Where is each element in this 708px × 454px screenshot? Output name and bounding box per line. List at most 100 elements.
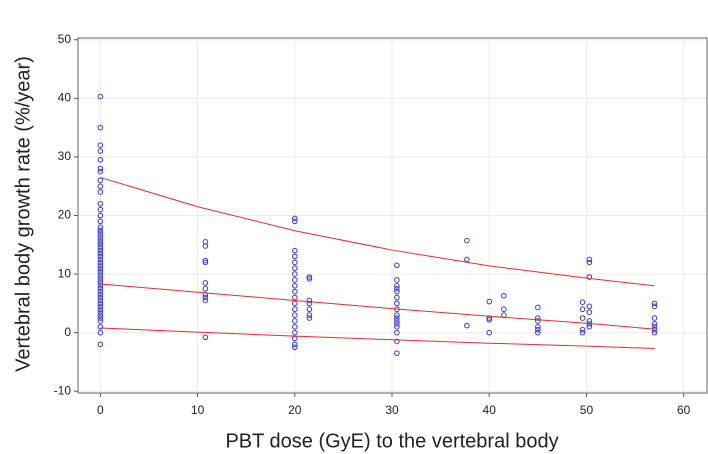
point <box>651 329 658 336</box>
y-axis-label: Vertebral body growth rate (%/year) <box>12 56 34 372</box>
x-tick-label: 20 <box>288 403 302 417</box>
point <box>97 288 104 295</box>
point <box>394 312 400 318</box>
point <box>394 350 400 356</box>
point <box>306 275 313 282</box>
point <box>291 277 298 283</box>
point <box>394 300 400 307</box>
point <box>97 218 104 225</box>
point <box>501 292 507 299</box>
point <box>291 288 298 295</box>
point <box>97 277 104 283</box>
point <box>651 321 658 327</box>
point <box>535 326 541 333</box>
point <box>97 265 104 272</box>
point <box>97 157 104 163</box>
point <box>202 257 209 264</box>
point <box>97 282 104 289</box>
point <box>97 300 104 307</box>
point <box>97 236 104 242</box>
point <box>306 315 313 321</box>
point <box>97 341 104 348</box>
x-tick-label: 30 <box>385 403 399 417</box>
point <box>291 259 298 266</box>
point <box>464 322 470 329</box>
point <box>306 306 313 313</box>
point <box>291 265 298 272</box>
point <box>586 309 593 315</box>
point <box>486 298 493 305</box>
point <box>97 212 104 219</box>
y-tick-label: 50 <box>58 32 72 46</box>
point <box>535 329 541 336</box>
point <box>291 344 298 351</box>
point <box>97 227 104 233</box>
point <box>464 256 470 263</box>
point <box>579 326 586 333</box>
plot-frame <box>77 37 708 394</box>
x-tick-label: 50 <box>580 403 594 417</box>
point <box>651 303 658 310</box>
point <box>535 318 541 324</box>
point <box>97 233 104 239</box>
y-tick-label: 40 <box>58 91 72 105</box>
point <box>97 124 104 131</box>
point <box>97 291 104 298</box>
point <box>291 306 298 313</box>
x-tick-label: 0 <box>97 403 104 417</box>
point <box>97 324 104 330</box>
point <box>97 271 104 277</box>
point <box>394 262 400 269</box>
point <box>202 334 209 341</box>
point <box>486 316 493 323</box>
point <box>579 315 586 321</box>
point <box>394 288 400 295</box>
point <box>394 294 400 301</box>
point <box>394 329 400 336</box>
point <box>291 218 298 225</box>
point <box>291 253 298 260</box>
point <box>97 315 104 321</box>
y-tick-label: 30 <box>58 149 72 163</box>
point <box>291 300 298 307</box>
point <box>586 303 593 310</box>
point <box>97 285 104 292</box>
point <box>586 259 593 266</box>
point <box>535 315 541 321</box>
point <box>202 259 209 266</box>
point <box>97 206 104 213</box>
x-tick-label: 60 <box>677 403 691 417</box>
y-tick-label: 20 <box>58 208 72 222</box>
point <box>579 329 586 336</box>
fit-line <box>100 283 655 330</box>
point <box>202 294 209 301</box>
y-tick-label: -10 <box>54 383 72 397</box>
y-tick-label: 0 <box>64 325 71 339</box>
point <box>394 315 400 321</box>
point <box>97 250 104 257</box>
point <box>394 338 400 345</box>
fit-line <box>100 176 655 287</box>
point <box>394 324 400 330</box>
point <box>97 241 104 248</box>
point <box>97 244 104 251</box>
point <box>202 291 209 298</box>
point <box>535 304 541 311</box>
point <box>651 326 658 333</box>
point <box>202 243 209 249</box>
point <box>394 321 400 327</box>
point <box>97 303 104 310</box>
x-tick-label: 10 <box>191 403 205 417</box>
point <box>97 294 104 301</box>
point <box>306 312 313 318</box>
point <box>97 200 104 207</box>
point <box>97 148 104 154</box>
point <box>97 312 104 318</box>
point <box>97 165 104 172</box>
point <box>202 285 209 292</box>
point <box>291 282 298 289</box>
point <box>97 309 104 315</box>
point <box>464 237 470 244</box>
point <box>291 341 298 348</box>
